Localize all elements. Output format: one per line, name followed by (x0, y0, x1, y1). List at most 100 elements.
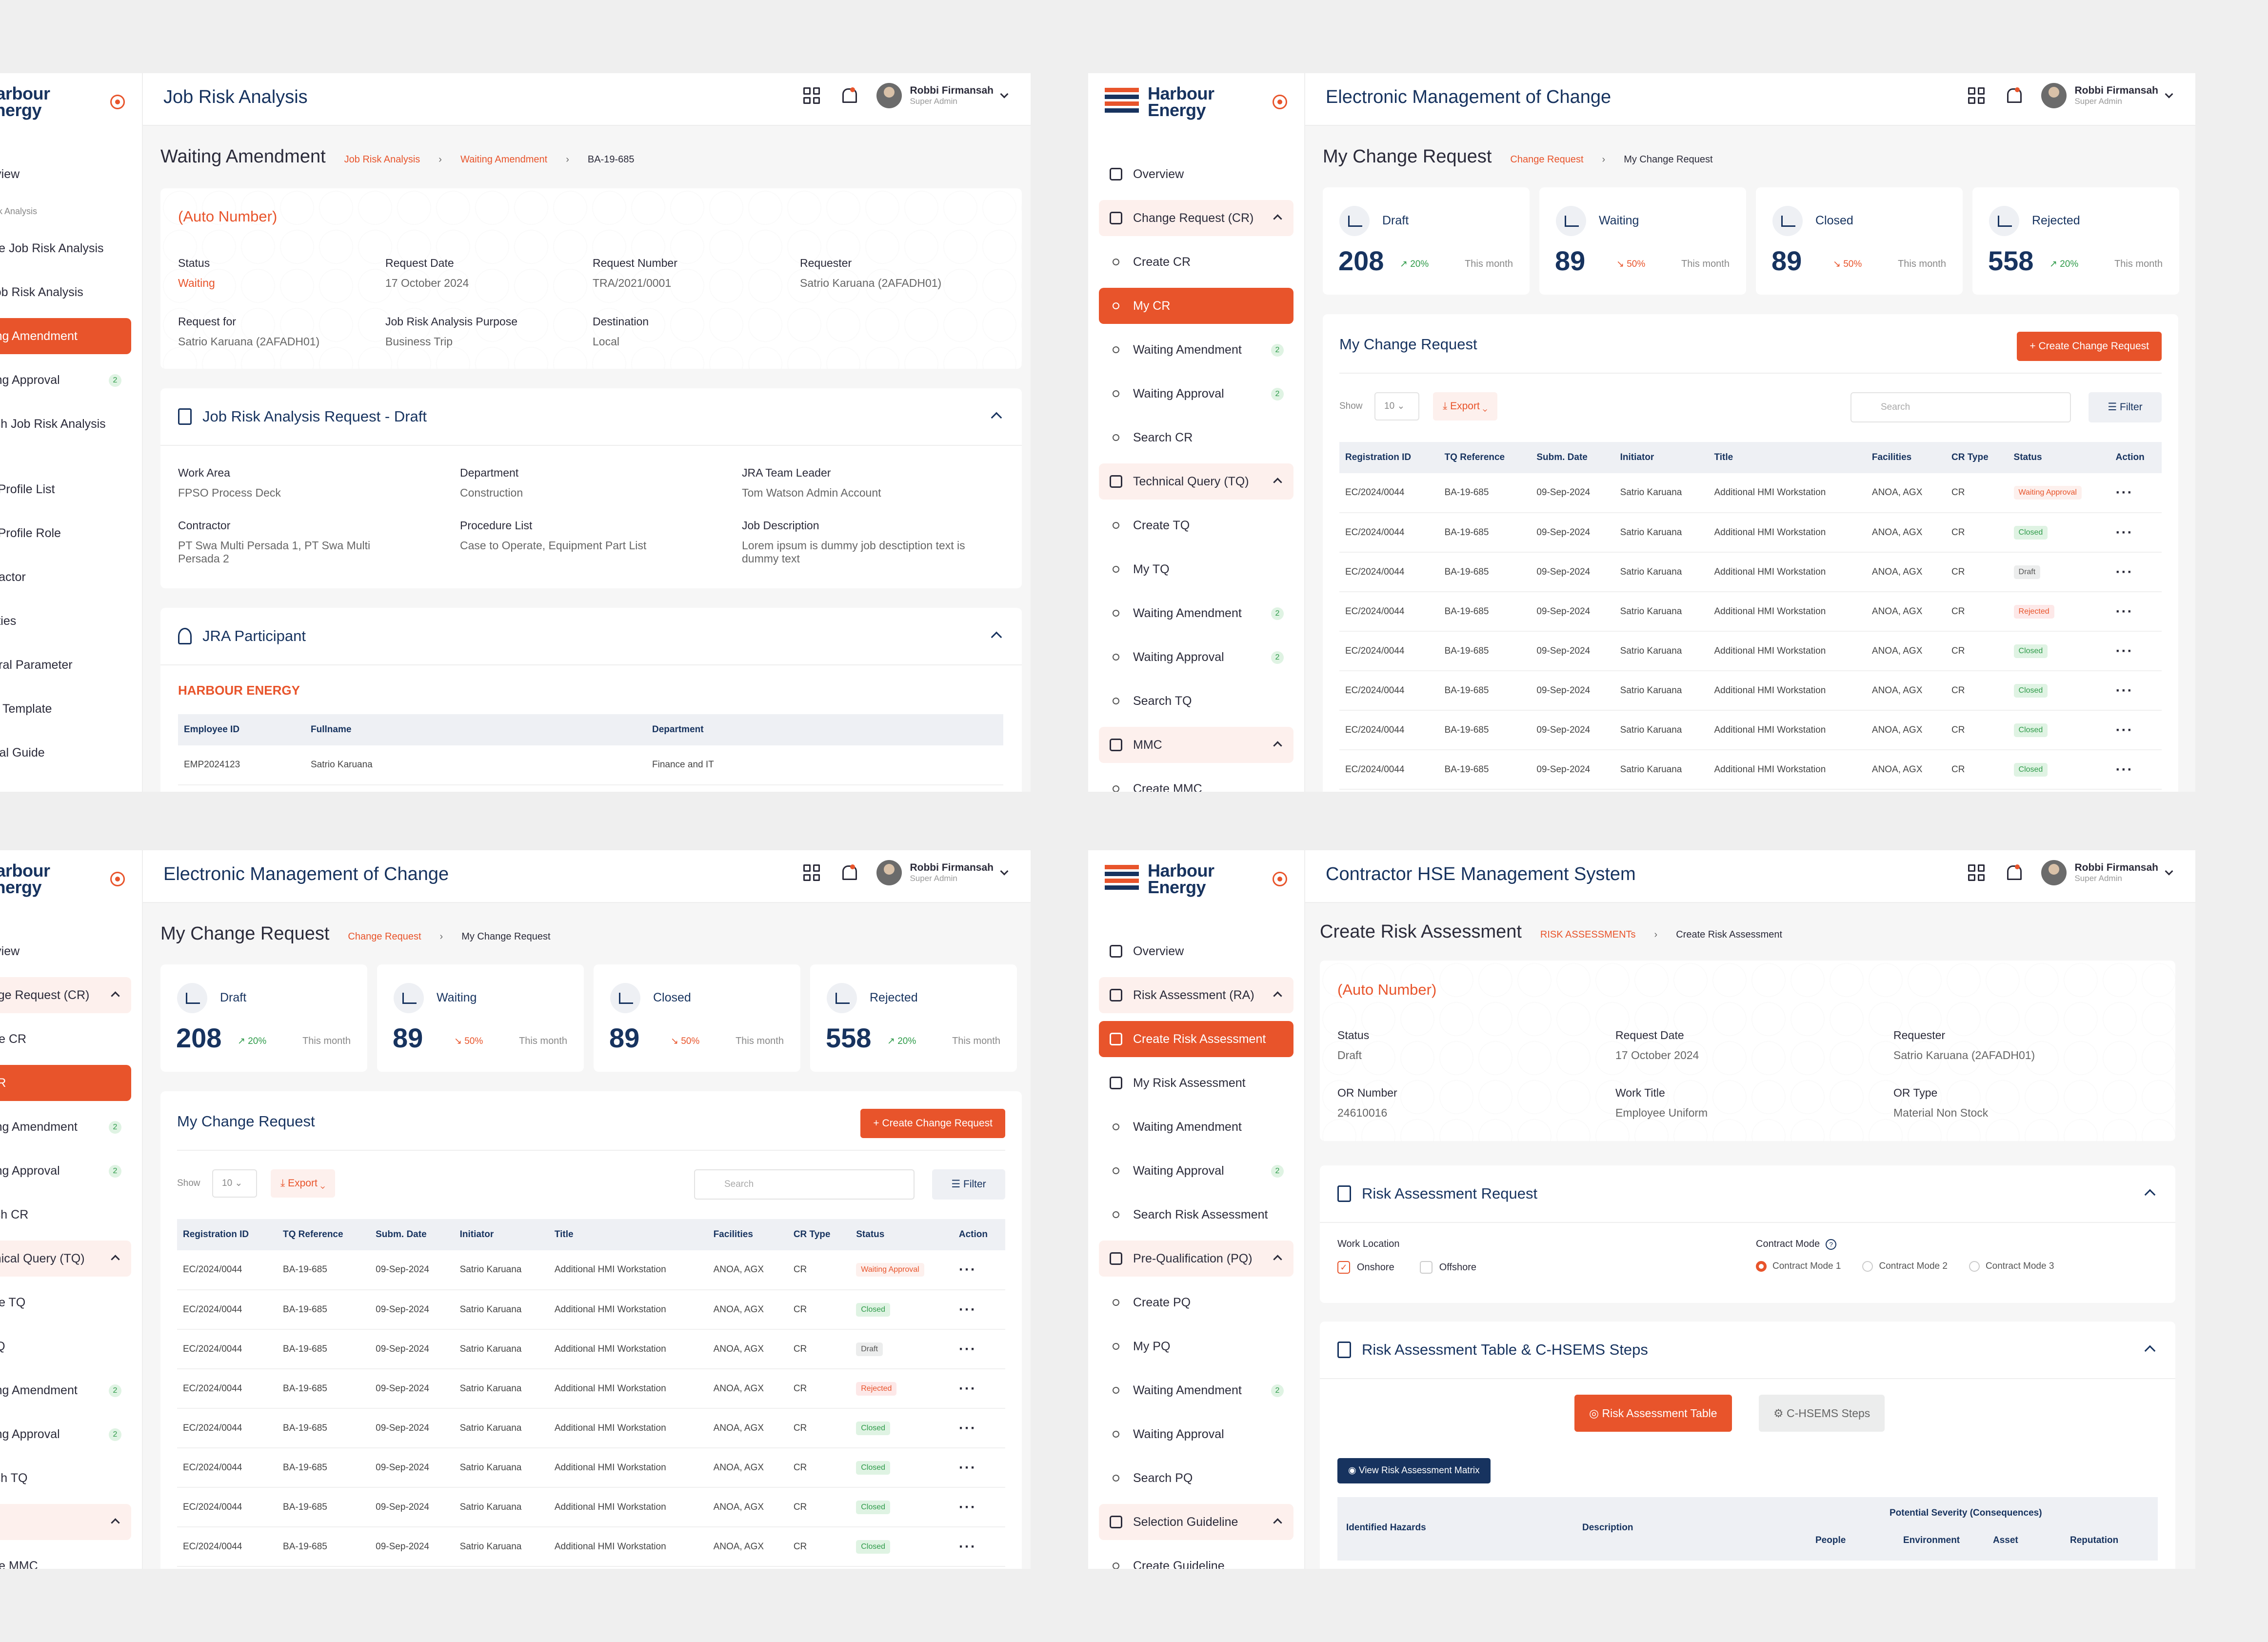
table-row[interactable]: EC/2024/0044 BA-19-685 09-Sep-2024 Satrio K… (177, 1527, 1005, 1567)
breadcrumb-link[interactable]: Waiting Amendment (460, 154, 548, 165)
bell-icon[interactable] (2005, 87, 2022, 104)
filter-button[interactable]: ☰ Filter (2089, 392, 2162, 422)
stat-card-rejected[interactable]: Rejected 558 ↗ 20% This month (810, 964, 1017, 1072)
sidebar-item-search-tq[interactable]: Search TQ (0, 1471, 28, 1485)
sidebar-item-create-guideline[interactable]: Create Guideline (1099, 1548, 1293, 1569)
column-header[interactable]: Registration ID (1339, 442, 1439, 473)
onshore-checkbox[interactable]: ✓ Onshore (1337, 1261, 1394, 1274)
sidebar-item-create-tq[interactable]: Create TQ (1099, 507, 1293, 543)
stat-card-waiting[interactable]: Waiting 89 ↘ 50% This month (1539, 187, 1746, 295)
table-row[interactable]: EC/2024/0044 BA-19-685 09-Sep-2024 Satrio K… (177, 1408, 1005, 1448)
more-options-icon[interactable]: ··· (958, 1262, 976, 1278)
stat-card-draft[interactable]: Draft 208 ↗ 20% This month (160, 964, 367, 1072)
sidebar-item-overview[interactable]: Overview (0, 944, 20, 958)
tab-risk-assessment-table[interactable]: ◎ Risk Assessment Table (1574, 1395, 1732, 1432)
more-options-icon[interactable]: ··· (2115, 603, 2133, 620)
more-options-icon[interactable]: ··· (2115, 761, 2133, 778)
stat-card-closed[interactable]: Closed 89 ↘ 50% This month (1756, 187, 1963, 295)
filter-button[interactable]: ☰ Filter (932, 1169, 1005, 1200)
sidebar-group-job-risk-analysis[interactable]: Job Risk Analysis (0, 200, 131, 222)
more-options-icon[interactable]: ··· (958, 1380, 976, 1397)
table-row[interactable]: EC/2024/0044 BA-19-685 09-Sep-2024 Satrio K… (1339, 592, 2162, 632)
page-size-select[interactable]: 10 ⌄ (1374, 392, 1419, 421)
sidebar-item-user-profile-role[interactable]: User Profile Role (0, 515, 131, 551)
sidebar-item-my-cr[interactable]: My CR (0, 1065, 131, 1101)
stat-card-waiting[interactable]: Waiting 89 ↘ 50% This month (377, 964, 584, 1072)
table-row[interactable]: EC/2024/0044 BA-19-685 09-Sep-2024 Satrio K… (177, 1369, 1005, 1409)
sidebar-item-create-cr[interactable]: Create CR (1099, 244, 1293, 280)
create-change-request-button[interactable]: + Create Change Request (860, 1109, 1005, 1138)
target-icon[interactable] (110, 95, 125, 109)
breadcrumb-link[interactable]: RISK ASSESSMENTs (1540, 929, 1636, 940)
section-header[interactable]: Job Risk Analysis Request - Draft (160, 388, 1022, 446)
sidebar-item-my-pq[interactable]: My PQ (1099, 1328, 1293, 1364)
sidebar-group-technical-query[interactable]: Technical Query (TQ) (0, 1241, 131, 1277)
sidebar-item-facilities[interactable]: Facilities (0, 603, 131, 639)
user-menu[interactable]: Robbi Firmansah Super Admin (2041, 860, 2173, 885)
column-header[interactable]: TQ Reference (1438, 442, 1531, 473)
sidebar-item-my-cr[interactable]: My CR (1099, 288, 1293, 324)
sidebar-item-create-cr[interactable]: Create CR (0, 1032, 27, 1046)
contract-mode-2-radio[interactable]: Contract Mode 2 (1862, 1261, 1948, 1272)
table-row[interactable]: EC/2024/0044 BA-19-685 09-Sep-2024 Satrio K… (177, 1250, 1005, 1290)
section-header[interactable]: Risk Assessment Table & C-HSEMS Steps (1320, 1322, 2175, 1379)
breadcrumb-link[interactable]: Change Request (348, 931, 421, 942)
stat-card-rejected[interactable]: Rejected 558 ↗ 20% This month (1972, 187, 2179, 295)
export-button[interactable]: ⤓ Export ⌄ (271, 1169, 335, 1198)
help-icon[interactable]: ? (1826, 1239, 1837, 1250)
target-icon[interactable] (110, 872, 125, 886)
stat-card-closed[interactable]: Closed 89 ↘ 50% This month (594, 964, 800, 1072)
sidebar-item-user-profile-list[interactable]: User Profile List (0, 471, 131, 507)
sidebar-group-pre-qualification[interactable]: Pre-Qualification (PQ) (1099, 1241, 1293, 1277)
offshore-checkbox[interactable]: Offshore (1419, 1261, 1476, 1274)
table-row[interactable]: EC/2024/0044 BA-19-685 09-Sep-2024 Satrio K… (1339, 750, 2162, 790)
sidebar-item-my-tq[interactable]: My TQ (0, 1339, 5, 1353)
sidebar-item-overview[interactable]: Overview (0, 156, 131, 192)
table-row[interactable]: EC/2024/0044 BA-19-685 09-Sep-2024 Satrio K… (1339, 710, 2162, 750)
create-change-request-button[interactable]: + Create Change Request (2017, 332, 2162, 361)
sidebar-group-selection-guideline[interactable]: Selection Guideline (1099, 1504, 1293, 1540)
sidebar-item-waiting-amendment[interactable]: Waiting Amendment (0, 318, 131, 354)
table-row[interactable]: EC/2024/0044 BA-19-685 09-Sep-2024 Satrio K… (177, 1448, 1005, 1488)
sidebar-item-search-pq[interactable]: Search PQ (1099, 1460, 1293, 1496)
user-menu[interactable]: Robbi Firmansah Super Admin (876, 860, 1009, 885)
section-header[interactable]: JRA Participant (160, 608, 1022, 665)
sidebar-item-create-mmc[interactable]: Create MMC (1099, 771, 1293, 792)
sidebar-group-change-request[interactable]: Change Request (CR) (1099, 200, 1293, 236)
table-row[interactable]: EC/2024/0044 BA-19-685 09-Sep-2024 Satrio K… (177, 1487, 1005, 1527)
more-options-icon[interactable]: ··· (958, 1301, 976, 1318)
more-options-icon[interactable]: ··· (2115, 484, 2133, 501)
page-size-select[interactable]: 10 ⌄ (212, 1169, 257, 1198)
sidebar-item-manual-guide[interactable]: Manual Guide (0, 735, 131, 771)
apps-grid-icon[interactable] (803, 87, 820, 104)
stat-card-draft[interactable]: Draft 208 ↗ 20% This month (1323, 187, 1530, 295)
more-options-icon[interactable]: ··· (2115, 682, 2133, 699)
sidebar-item-search-risk-assessment[interactable]: Search Risk Assessment (1099, 1197, 1293, 1233)
sidebar-item-my-tq[interactable]: My TQ (1099, 551, 1293, 587)
apps-grid-icon[interactable] (803, 864, 820, 881)
column-header[interactable]: Registration ID (177, 1219, 278, 1250)
search-input[interactable]: Search (694, 1169, 915, 1200)
sidebar-item-search-jra[interactable]: Search Job Risk Analysis (0, 406, 131, 442)
sidebar-item-create-jra[interactable]: Create Job Risk Analysis (0, 230, 131, 266)
sidebar-item-general-parameter[interactable]: General Parameter (0, 647, 131, 683)
chevron-up-icon[interactable] (2144, 1189, 2156, 1201)
table-row[interactable]: EC/2024/0044 BA-19-685 09-Sep-2024 Satrio K… (1339, 631, 2162, 671)
sidebar-group-mmc[interactable]: MMC (1099, 727, 1293, 763)
sidebar-item-email-template[interactable]: Email Template (0, 691, 131, 727)
apps-grid-icon[interactable] (1968, 87, 1985, 104)
target-icon[interactable] (1273, 95, 1287, 109)
contract-mode-1-radio[interactable]: Contract Mode 1 (1756, 1261, 1841, 1272)
more-options-icon[interactable]: ··· (958, 1538, 976, 1555)
breadcrumb-link[interactable]: Change Request (1510, 154, 1584, 165)
table-row[interactable]: EC/2024/0044 BA-19-685 09-Sep-2024 Satrio K… (1339, 513, 2162, 553)
search-input[interactable]: Search (1850, 392, 2071, 422)
section-header[interactable]: Risk Assessment Request (1320, 1165, 2175, 1223)
more-options-icon[interactable]: ··· (958, 1499, 976, 1515)
more-options-icon[interactable]: ··· (2115, 524, 2133, 541)
more-options-icon[interactable]: ··· (2115, 642, 2133, 659)
